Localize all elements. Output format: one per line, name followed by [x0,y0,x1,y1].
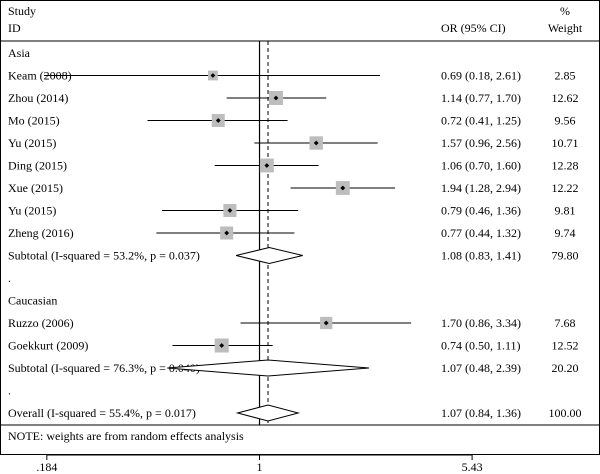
study-label: Goekkurt (2009) [8,339,88,353]
study-or-ci: 1.57 (0.96, 2.56) [441,136,521,150]
study-weight: 9.74 [555,226,576,240]
subtotal-or-ci: 1.08 (0.83, 1.41) [441,249,521,263]
subtotal-weight: 20.20 [552,361,579,375]
study-or-ci: 1.70 (0.86, 3.34) [441,316,521,330]
study-weight: 2.85 [555,69,576,83]
study-or-ci: 1.06 (0.70, 1.60) [441,159,521,173]
point-estimate [323,320,329,326]
forest-rows: Asia Keam (2008) 0.69 (0.18, 2.61) 2.85 Zhou… [8,41,582,425]
study-or-ci: 0.69 (0.18, 2.61) [441,69,521,83]
study-label: Xue (2015) [8,181,63,195]
overall-weight: 100.00 [549,406,582,420]
point-estimate [273,95,279,101]
point-estimate [224,230,230,236]
study-or-ci: 1.94 (1.28, 2.94) [441,181,521,195]
overall-diamond [235,404,301,422]
header-id: ID [8,21,21,35]
x-axis: .184 1 5.43 [36,454,483,474]
point-estimate [264,163,270,168]
header-study: Study [8,4,36,18]
point-estimate [215,118,221,123]
group-label-asia: Asia [8,46,31,60]
point-estimate [210,73,216,78]
study-weight: 9.56 [555,114,576,128]
study-or-ci: 1.14 (0.77, 1.70) [441,91,521,105]
subtotal-weight: 79.80 [552,249,579,263]
study-weight: 9.81 [555,204,576,218]
study-label: Mo (2015) [8,114,60,128]
study-weight: 10.71 [552,136,579,150]
point-estimate [340,185,346,191]
study-weight: 12.28 [552,159,579,173]
x-tick-label: 5.43 [462,460,483,474]
group-label-caucasian: Caucasian [8,294,57,308]
spacer-dot: . [8,384,11,398]
footnote: NOTE: weights are from random effects an… [8,429,244,443]
subtotal-diamond [167,359,370,377]
x-tick-label: .184 [36,460,57,474]
study-or-ci: 0.74 (0.50, 1.11) [441,339,521,353]
study-label: Zheng (2016) [8,226,74,240]
study-or-ci: 0.79 (0.46, 1.36) [441,204,521,218]
subtotal-or-ci: 1.07 (0.48, 2.39) [441,361,521,375]
study-or-ci: 0.72 (0.41, 1.25) [441,114,521,128]
study-weight: 12.62 [552,91,579,105]
study-weight: 12.22 [552,181,579,195]
x-tick-label: 1 [257,460,263,474]
study-label: Zhou (2014) [8,91,68,105]
subtotal-label: Subtotal (I-squared = 76.3%, p = 0.040) [8,361,200,375]
overall-label: Overall (I-squared = 55.4%, p = 0.017) [8,406,196,420]
header-weight: Weight [548,21,583,35]
study-label: Ding (2015) [8,159,67,173]
study-label: Yu (2015) [8,136,56,150]
subtotal-diamond [235,246,303,265]
overall-or-ci: 1.07 (0.84, 1.36) [441,406,521,420]
header-percent: % [560,4,570,18]
study-label: Yu (2015) [8,204,56,218]
point-estimate [313,140,319,146]
spacer-dot: . [8,271,11,285]
study-label: Keam (2008) [8,69,72,83]
study-weight: 7.68 [555,316,576,330]
study-weight: 12.52 [552,339,579,353]
study-or-ci: 0.77 (0.44, 1.32) [441,226,521,240]
point-estimate [219,343,225,348]
header-or-ci: OR (95% CI) [441,21,506,35]
point-estimate [227,208,233,213]
subtotal-label: Subtotal (I-squared = 53.2%, p = 0.037) [8,249,200,263]
study-label: Ruzzo (2006) [8,316,74,330]
